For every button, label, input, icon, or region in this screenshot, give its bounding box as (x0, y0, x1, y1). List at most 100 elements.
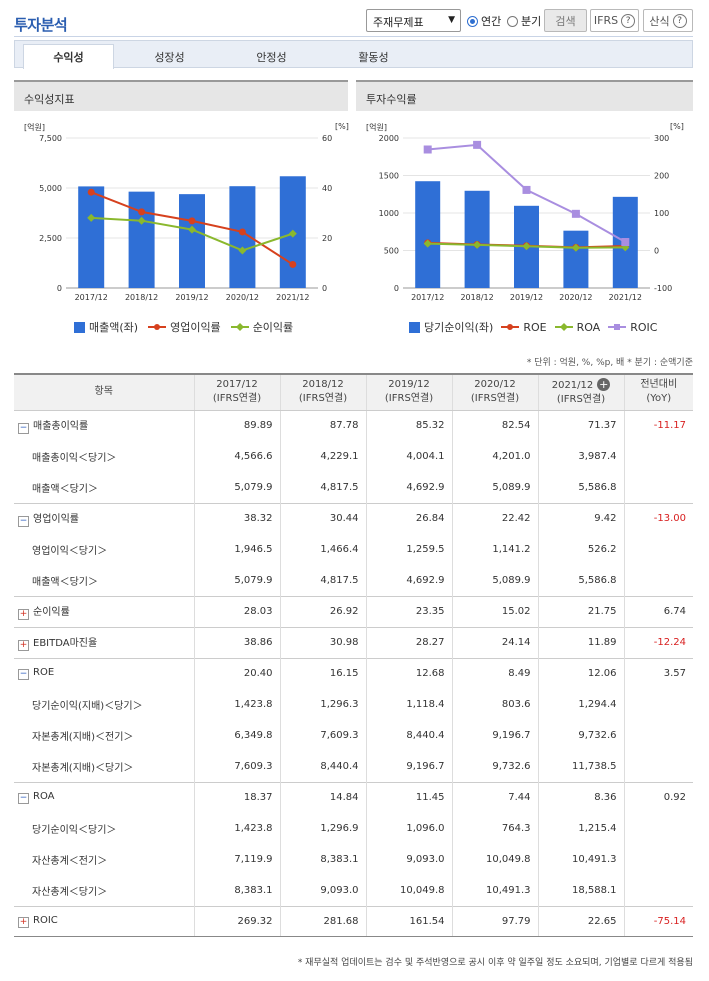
x-tick-label: 2018/12 (460, 293, 493, 302)
value-cell: 1,096.0 (365, 813, 452, 844)
value-cell: 14.84 (279, 781, 366, 813)
value-cell: 9.42 (537, 502, 624, 534)
search-button[interactable]: 검색 (544, 9, 587, 32)
statement-select[interactable]: 주재무제표 ▼ (366, 9, 461, 32)
profitability-chart: 7,500 60 5,000 40 2,500 20 0 0 2017/12 2018/12 201… (39, 134, 332, 302)
row-label: 자본총계(지배)＜전기＞ (32, 732, 134, 743)
value-cell: 764.3 (451, 813, 538, 844)
ifrs-label: IFRS (593, 14, 619, 27)
row-label-cell: − 영업이익률 (14, 502, 194, 534)
header-yoy: 전년대비 (YoY) (623, 373, 693, 411)
value-cell: 10,049.8 (451, 844, 538, 875)
yoy-cell: 3.57 (623, 657, 693, 689)
row-label: 매출액＜당기＞ (32, 576, 98, 588)
tab-growth[interactable]: 성장성 (154, 50, 185, 64)
value-cell: 4,201.0 (451, 441, 538, 472)
value-cell: 71.37 (537, 410, 624, 441)
value-cell: 1,296.9 (279, 813, 366, 844)
radio-quarter[interactable]: 분기 (507, 13, 541, 29)
unit-note: * 단위 : 억원, %, %p, 배 * 분기 : 순액기준 (526, 358, 693, 368)
x-tick-label: 2019/12 (510, 293, 543, 302)
yoy-cell (623, 875, 693, 906)
header-sub-label: (IFRS연결) (212, 393, 262, 405)
line-legend-swatch-red (148, 324, 167, 330)
value-cell: 4,004.1 (365, 441, 452, 472)
value-cell: 4,692.9 (365, 472, 452, 503)
expand-icon[interactable]: + (18, 640, 29, 651)
data-point (571, 243, 580, 252)
header-sub-label: (IFRS연결) (556, 393, 606, 405)
data-point (137, 216, 146, 225)
value-cell: 20.40 (193, 657, 280, 689)
legend-roic: ROIC (630, 320, 658, 334)
radio-annual[interactable]: 연간 (467, 13, 501, 29)
table-header-row: 항목 2017/12 (IFRS연결) 2018/12 (IFRS연결) 2019/… (14, 373, 693, 411)
tab-stability[interactable]: 안정성 (256, 50, 287, 64)
data-point (289, 260, 297, 268)
formula-label: 산식 (649, 14, 670, 28)
x-tick-label: 2018/12 (125, 293, 158, 302)
value-cell: 23.35 (365, 595, 452, 627)
add-column-icon[interactable]: + (597, 377, 611, 391)
value-cell: 9,732.6 (537, 720, 624, 751)
data-point (621, 238, 630, 247)
collapse-icon[interactable]: − (18, 669, 29, 681)
table-row: 당기순이익＜당기＞ 1,423.8 1,296.9 1,096.0 764.3 1,215… (14, 813, 693, 844)
value-cell: 4,566.6 (193, 441, 280, 472)
value-cell: 89.89 (193, 410, 280, 441)
y-tick-label: 7,500 (39, 134, 62, 143)
value-cell: 1,946.5 (193, 534, 280, 565)
value-cell: 8.49 (451, 657, 538, 689)
radio-annual-label: 연간 (481, 15, 502, 28)
header-year-label: 2018/12 (302, 379, 344, 391)
header-year-label: 2019/12 (388, 379, 430, 391)
row-label: 순이익률 (33, 607, 70, 618)
search-button-label: 검색 (555, 14, 576, 28)
tab-bar: 수익성 성장성 안정성 활동성 (14, 40, 693, 69)
value-cell: 18,588.1 (537, 875, 624, 906)
value-cell: 3,987.4 (537, 441, 624, 472)
formula-help-button[interactable]: 산식 ? (643, 9, 693, 32)
value-cell: 10,049.8 (365, 875, 452, 906)
row-label-cell: 당기순이익＜당기＞ (14, 813, 194, 844)
row-label: 영업이익률 (33, 514, 79, 526)
yoy-cell (623, 844, 693, 875)
expand-icon[interactable]: + (18, 609, 29, 620)
ifrs-help-button[interactable]: IFRS ? (590, 9, 639, 32)
value-cell: 8,383.1 (279, 844, 366, 875)
left-chart-unit-left: [억원] (24, 123, 45, 132)
value-cell: 161.54 (365, 905, 452, 937)
x-tick-label: 2021/12 (276, 293, 309, 302)
tab-activity[interactable]: 활동성 (358, 50, 389, 64)
value-cell: 11.45 (365, 781, 452, 813)
row-label-cell: 자산총계＜당기＞ (14, 875, 194, 906)
expand-icon[interactable]: + (18, 917, 29, 929)
statement-select-value: 주재무제표 (373, 16, 424, 29)
value-cell: 26.92 (279, 595, 366, 627)
value-cell: 8,440.4 (279, 751, 366, 782)
bar (415, 181, 441, 288)
collapse-icon[interactable]: − (18, 793, 29, 805)
value-cell: 7,609.3 (193, 751, 280, 782)
value-cell: 12.68 (365, 657, 452, 689)
row-label: ROE (33, 667, 55, 679)
value-cell: 28.03 (193, 595, 280, 627)
y2-tick-label: -100 (654, 284, 672, 293)
collapse-icon[interactable]: − (18, 516, 29, 528)
row-label: 당기순이익(지배)＜당기＞ (32, 701, 143, 712)
value-cell: 28.27 (365, 626, 452, 658)
data-point (238, 228, 246, 236)
collapse-icon[interactable]: − (18, 423, 29, 435)
data-point (571, 209, 580, 218)
tab-profitability[interactable]: 수익성 (23, 44, 114, 69)
table-row: − 매출총이익률 89.89 87.78 85.32 82.54 71.37 -11.17 (14, 410, 693, 441)
value-cell: 5,586.8 (537, 565, 624, 596)
value-cell: 1,423.8 (193, 813, 280, 844)
x-tick-label: 2017/12 (75, 293, 108, 302)
value-cell: 803.6 (451, 689, 538, 720)
value-cell: 1,118.4 (365, 689, 452, 720)
bar (78, 186, 105, 288)
y2-tick-label: 300 (654, 134, 669, 143)
bar-legend-swatch (74, 321, 85, 333)
value-cell: 10,491.3 (537, 844, 624, 875)
